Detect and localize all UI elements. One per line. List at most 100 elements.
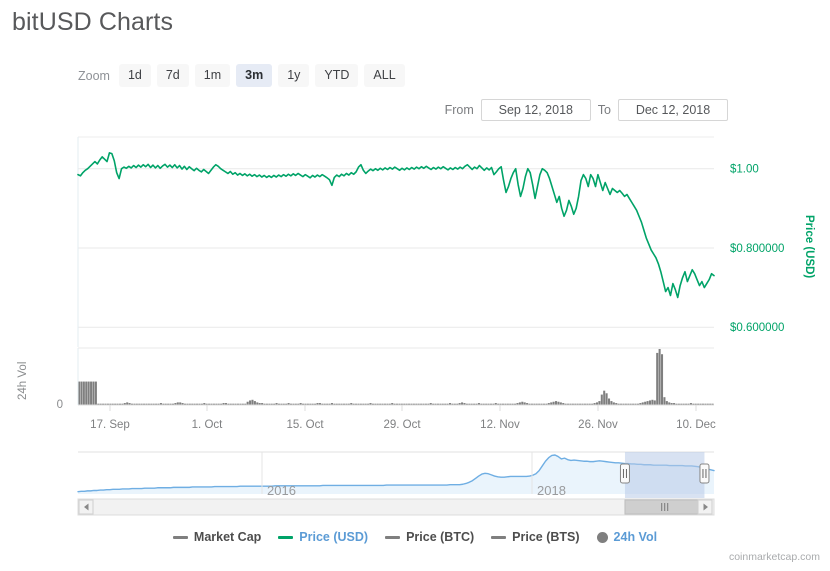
volume-bar [504, 403, 507, 405]
navigator-selection-mask[interactable] [624, 452, 705, 498]
volume-bar [680, 403, 683, 405]
volume-bar [290, 403, 293, 405]
to-date-input[interactable]: Dec 12, 2018 [618, 99, 728, 121]
zoom-button-1y[interactable]: 1y [278, 64, 310, 87]
volume-bar [644, 401, 647, 405]
legend-item-price-btc[interactable]: Price (BTC) [385, 530, 474, 544]
navigator-handle-left[interactable] [619, 463, 630, 484]
volume-bar [169, 403, 172, 405]
legend-item-24h-vol[interactable]: 24h Vol [596, 530, 657, 544]
volume-bar [328, 403, 331, 405]
volume-bar [627, 403, 630, 405]
zoom-button-1m[interactable]: 1m [194, 64, 231, 87]
scrollbar-left-button[interactable] [78, 499, 94, 515]
volume-bar [514, 403, 517, 405]
volume-bar [379, 403, 382, 405]
navigator-area-fill [78, 455, 714, 494]
volume-bar [526, 403, 529, 405]
volume-bar [410, 403, 413, 405]
zoom-button-1d[interactable]: 1d [118, 64, 151, 87]
volume-bar [612, 402, 615, 405]
volume-bar [446, 403, 449, 405]
volume-bar [567, 403, 570, 405]
volume-bar [518, 402, 521, 405]
volume-bar [550, 402, 553, 405]
volume-bar [251, 399, 254, 405]
volume-bar [355, 403, 358, 405]
volume-bar [685, 403, 688, 405]
volume-bar [90, 381, 93, 405]
zoom-button-ytd[interactable]: YTD [315, 64, 359, 87]
volume-bar [224, 403, 227, 405]
scrollbar-thumb[interactable] [624, 499, 705, 515]
volume-bar [552, 401, 555, 405]
volume-bar [610, 401, 613, 405]
volume-bar [131, 403, 134, 405]
navigator[interactable]: 2016 2018 [77, 451, 715, 516]
from-date-input[interactable]: Sep 12, 2018 [480, 99, 591, 121]
volume-bar [427, 403, 430, 405]
volume-bar [463, 403, 466, 405]
volume-bar [333, 403, 336, 405]
volume-bar [282, 403, 285, 405]
legend-marker-line [491, 535, 507, 539]
volume-bar [396, 403, 399, 405]
volume-bar [506, 403, 509, 405]
volume-bar [704, 403, 707, 405]
x-tick-label: 29. Oct [383, 419, 421, 431]
volume-bar [516, 403, 519, 405]
volume-bar [487, 403, 490, 405]
volume-bar [492, 403, 495, 405]
volume-bar [186, 403, 189, 405]
volume-bar [711, 403, 714, 405]
legend-marker-line [385, 535, 401, 539]
volume-bar [636, 403, 639, 405]
volume-bar [658, 349, 661, 405]
volume-bar [106, 403, 109, 405]
scrollbar-right-button[interactable] [697, 499, 713, 515]
legend-item-price-usd[interactable]: Price (USD) [278, 530, 368, 544]
zoom-button-all[interactable]: ALL [364, 64, 405, 87]
price-usd-series [77, 152, 715, 299]
volume-bar [571, 403, 574, 405]
zoom-button-3m[interactable]: 3m [236, 64, 273, 87]
volume-bar [538, 403, 541, 405]
volume-bar [229, 403, 232, 405]
volume-bar [398, 403, 401, 405]
volume-bar [706, 403, 709, 405]
navigator-handle-right[interactable] [699, 463, 710, 484]
volume-bar [111, 403, 114, 405]
navigator-scrollbar-track[interactable] [77, 498, 715, 516]
volume-bar [184, 403, 187, 405]
navigator-year-label: 2018 [537, 483, 566, 498]
legend-item-market-cap[interactable]: Market Cap [172, 530, 261, 544]
volume-bar [497, 403, 500, 405]
volume-bar [453, 403, 456, 405]
volume-bar [424, 403, 427, 405]
price-y-tick: $0.800000 [730, 243, 784, 255]
volume-bar [133, 403, 136, 405]
volume-bar [545, 403, 548, 405]
volume-bar [697, 403, 700, 405]
volume-bar [150, 403, 153, 405]
volume-bar [239, 403, 242, 405]
volume-bar [311, 403, 314, 405]
zoom-button-7d[interactable]: 7d [156, 64, 189, 87]
volume-bar [439, 403, 442, 405]
volume-bar [157, 403, 160, 405]
legend-item-price-bts[interactable]: Price (BTS) [491, 530, 580, 544]
chart-legend: Market Cap Price (USD) Price (BTC) Price… [0, 530, 830, 544]
volume-bar [258, 403, 261, 405]
volume-bar [167, 403, 170, 405]
volume-bar [415, 403, 418, 405]
volume-bar [468, 403, 471, 405]
volume-bar [87, 381, 90, 405]
volume-bar [593, 403, 596, 405]
volume-bar [114, 403, 117, 405]
volume-bar [391, 403, 394, 405]
volume-bar [297, 403, 300, 405]
volume-bar [280, 403, 283, 405]
volume-bar [641, 402, 644, 405]
volume-bar [371, 403, 374, 405]
volume-bar [620, 403, 623, 405]
